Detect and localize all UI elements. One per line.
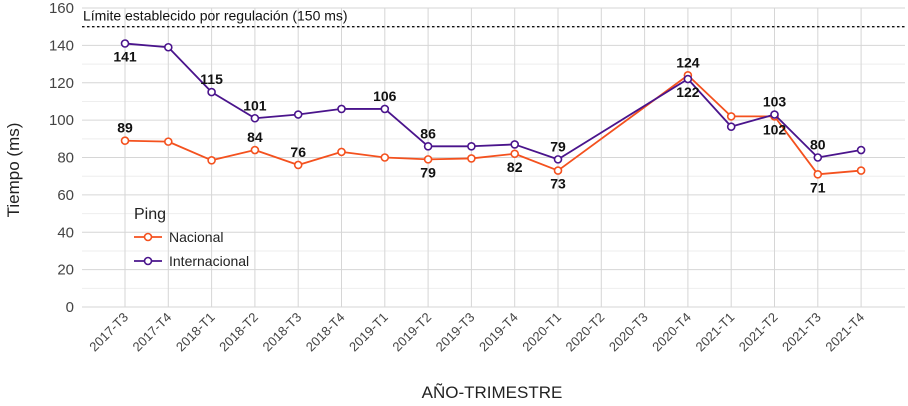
- data-labels-group: 89 84 76 79 82 73 124 102 71 141 115 101 106 86 79 122 1…: [113, 49, 825, 196]
- data-label-nacional: 124: [676, 54, 700, 70]
- data-point-nacional: [293, 160, 303, 170]
- data-label-nacional: 84: [247, 129, 263, 145]
- data-point-internacional: [293, 110, 303, 119]
- data-label-internacional: 122: [676, 84, 700, 100]
- x-tick-label: 2020-T3: [606, 310, 651, 355]
- legend-title: Ping: [134, 206, 166, 223]
- x-tick-label: 2017-T4: [130, 310, 175, 355]
- data-point-internacional: [856, 145, 866, 155]
- data-point-internacional: [207, 87, 216, 97]
- data-point-internacional: [164, 42, 173, 52]
- data-label-internacional: 106: [373, 88, 397, 104]
- x-axis: 2017-T32017-T42018-T12018-T22018-T32018-…: [86, 310, 867, 355]
- data-point-internacional: [423, 141, 433, 151]
- data-label-nacional: 79: [420, 164, 436, 180]
- y-tick-label: 20: [57, 262, 74, 279]
- data-point-internacional: [337, 104, 346, 114]
- data-point-internacional: [250, 113, 260, 123]
- x-tick-label: 2020-T2: [563, 310, 608, 355]
- data-point-nacional: [250, 145, 260, 155]
- data-label-internacional: 80: [810, 137, 826, 153]
- legend: Ping Nacional Internacional: [134, 206, 249, 269]
- legend-label-internacional: Internacional: [169, 253, 249, 269]
- data-point-nacional: [423, 155, 433, 164]
- data-label-nacional: 102: [763, 121, 787, 137]
- data-point-nacional: [813, 170, 823, 179]
- y-tick-label: 140: [49, 37, 74, 54]
- data-point-internacional: [120, 39, 130, 48]
- data-point-internacional: [726, 122, 736, 131]
- data-label-nacional: 73: [550, 176, 566, 192]
- data-label-internacional: 101: [243, 97, 267, 113]
- y-tick-label: 0: [66, 299, 74, 316]
- x-tick-label: 2021-T1: [692, 310, 737, 355]
- reference-line-label: Límite establecido por regulación (150 m…: [83, 8, 348, 24]
- legend-label-nacional: Nacional: [169, 229, 223, 245]
- y-tick-label: 100: [49, 112, 74, 129]
- data-point-nacional: [164, 137, 173, 146]
- x-tick-label: 2019-T4: [476, 310, 521, 355]
- x-tick-label: 2020-T4: [649, 310, 694, 355]
- reference-line-group: Límite establecido por regulación (150 m…: [82, 8, 905, 28]
- y-tick-label: 160: [49, 0, 74, 17]
- x-tick-label: 2019-T2: [389, 310, 434, 355]
- y-tick-label: 40: [57, 224, 74, 241]
- data-point-nacional: [337, 147, 346, 157]
- data-label-internacional: 141: [113, 49, 137, 65]
- x-tick-label: 2018-T2: [216, 310, 261, 355]
- data-label-nacional: 76: [290, 144, 306, 160]
- x-tick-label: 2018-T3: [259, 310, 304, 355]
- x-tick-label: 2019-T3: [433, 310, 478, 355]
- x-tick-label: 2021-T4: [822, 310, 867, 355]
- x-tick-label: 2021-T2: [736, 310, 781, 355]
- x-tick-label: 2019-T1: [346, 310, 391, 355]
- data-point-internacional: [553, 155, 563, 164]
- data-point-nacional: [726, 112, 736, 121]
- data-point-internacional: [467, 141, 476, 151]
- data-point-internacional: [770, 110, 779, 119]
- x-tick-label: 2018-T1: [173, 310, 218, 355]
- data-point-internacional: [813, 153, 823, 162]
- x-axis-title: AÑO-TRIMESTRE: [422, 383, 563, 402]
- x-tick-label: 2020-T1: [519, 310, 564, 355]
- data-label-internacional: 86: [420, 125, 436, 141]
- data-point-nacional: [120, 136, 130, 145]
- series-line-nacional: [124, 74, 862, 176]
- data-point-internacional: [683, 74, 693, 84]
- data-point-nacional: [380, 153, 390, 162]
- data-point-internacional: [380, 104, 390, 114]
- data-label-nacional: 89: [117, 120, 133, 136]
- data-point-internacional: [510, 140, 520, 149]
- data-point-nacional: [207, 156, 216, 165]
- legend-swatch-marker: [143, 256, 153, 266]
- series-line-internacional: [124, 42, 862, 161]
- data-label-nacional: 82: [507, 159, 523, 175]
- y-tick-label: 80: [57, 150, 74, 167]
- data-label-internacional: 103: [763, 94, 787, 110]
- data-point-nacional: [467, 154, 476, 163]
- data-point-nacional: [856, 166, 866, 175]
- y-axis: 0 20 40 60 80 100 120 140 160: [49, 0, 74, 316]
- x-tick-label: 2018-T4: [303, 310, 348, 355]
- data-point-nacional: [510, 149, 520, 159]
- x-tick-label: 2017-T3: [86, 310, 131, 355]
- y-tick-label: 120: [49, 75, 74, 92]
- y-axis-title: Tiempo (ms): [4, 123, 23, 218]
- x-tick-label: 2021-T3: [779, 310, 824, 355]
- legend-swatch-marker: [143, 232, 153, 242]
- y-tick-label: 60: [57, 187, 74, 204]
- data-label-internacional: 115: [200, 71, 223, 87]
- series-group: [120, 39, 866, 179]
- data-label-nacional: 71: [810, 179, 826, 195]
- data-point-nacional: [553, 166, 563, 175]
- data-label-internacional: 79: [550, 138, 566, 154]
